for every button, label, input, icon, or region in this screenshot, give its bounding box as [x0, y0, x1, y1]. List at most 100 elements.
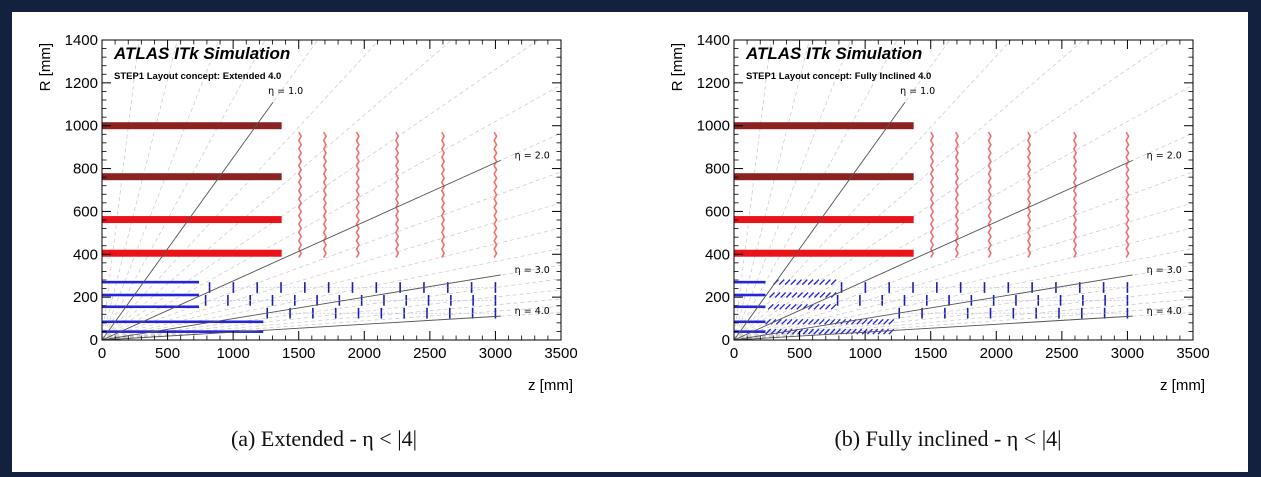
pixel-inclined-module [797, 328, 804, 335]
eta-guide-line [734, 40, 1171, 340]
y-tick-label: 600 [705, 203, 730, 220]
pixel-inclined-module [786, 328, 793, 335]
eta-label: η = 4.0 [1147, 306, 1182, 317]
strip-endcap-disk [954, 131, 960, 258]
pixel-inclined-module [774, 292, 781, 298]
caption-extended: (a) Extended - η < |4| [230, 426, 418, 451]
strip-barrel-layer [734, 249, 914, 257]
x-tick-label: 500 [155, 345, 180, 362]
strip-endcap-disk [493, 131, 498, 258]
eta-line [733, 274, 1133, 341]
strip-endcap-disk [322, 131, 328, 258]
eta-label: η = 4.0 [515, 306, 550, 317]
strip-barrel-layer [102, 122, 282, 130]
pixel-inclined-module [829, 318, 836, 325]
pixel-inclined-module [883, 318, 889, 325]
pixel-inclined-module [850, 328, 857, 335]
x-tick-label: 2500 [413, 345, 446, 362]
axis-ticks [101, 39, 562, 341]
y-tick-label: 1200 [697, 75, 730, 92]
pixel-inclined-module [786, 318, 793, 325]
x-tick-label: 0 [98, 345, 106, 362]
pixel-inclined-module [813, 292, 820, 298]
pixel-inclined-module [829, 328, 836, 335]
pixel-inclined-module [861, 328, 868, 335]
x-tick-label: 1500 [914, 345, 947, 362]
pixel-inclined-module [861, 318, 868, 325]
eta-label: η = 2.0 [1147, 150, 1182, 161]
eta-line [733, 159, 1133, 341]
eta-guide-line [734, 202, 1193, 340]
pixel-inclined-module [866, 318, 873, 325]
pixel-inclined-module [813, 318, 820, 325]
pixel-inclined-module [808, 318, 814, 325]
x-axis-label: z [mm] [528, 377, 573, 394]
x-axis-label: z [mm] [1160, 377, 1205, 394]
pixel-barrel-layer [102, 320, 264, 324]
x-tick-label: 0 [730, 345, 738, 362]
pixel-inclined-module [824, 279, 831, 286]
x-tick-label: 500 [787, 345, 812, 362]
y-tick-label: 800 [73, 161, 98, 178]
pixel-inclined-module [797, 318, 804, 325]
x-tick-label: 2000 [980, 345, 1013, 362]
pixel-inclined-module [856, 318, 863, 325]
pixel-inclined-module [819, 279, 826, 286]
eta-guide-line [102, 278, 561, 340]
y-tick-label: 800 [705, 161, 730, 178]
plot-title: ATLAS ITk Simulation [745, 44, 922, 63]
pixel-inclined-module [801, 279, 808, 286]
pixel-barrel-layer [102, 305, 200, 309]
pixel-inclined-module [819, 292, 826, 298]
eta-guide-line [734, 248, 1193, 340]
y-axis-label: R [mm] [669, 43, 686, 91]
pixel-inclined-module [791, 292, 798, 298]
pixel-inclined-module [856, 328, 863, 335]
pixel-inclined-module [883, 328, 889, 335]
eta-line [101, 159, 501, 341]
pixel-inclined-module [769, 292, 775, 298]
pixel-inclined-module [781, 318, 788, 325]
pixel-barrel-layer [734, 305, 766, 309]
y-tick-label: 0 [90, 332, 98, 349]
pixel-barrel-layer [734, 280, 766, 284]
plot-frame [101, 39, 562, 341]
eta-guide-line [102, 40, 266, 340]
eta-lines [733, 101, 1133, 341]
figure-panel: η = 1.0 η = 2.0 η = 3.0 η = 4.0 0 500 1000 1500… [12, 12, 1248, 472]
eta-guide-line [102, 84, 561, 340]
pixel-inclined-module [765, 328, 772, 335]
strip-endcap-disk [297, 131, 303, 258]
pixel-barrel-layer [102, 293, 200, 297]
pixel-inclined-module [813, 328, 820, 335]
pixel-inclined-module [845, 318, 852, 325]
y-tick-label: 1400 [697, 32, 730, 49]
eta-label: η = 2.0 [515, 150, 550, 161]
pixel-inclined-module [802, 328, 809, 335]
strip-endcap-disk [440, 131, 446, 258]
eta-guide-line [102, 248, 561, 340]
pixel-inclined-module [779, 303, 786, 310]
pixel-inclined-module [775, 318, 782, 325]
pixel-inclined-module [784, 303, 791, 310]
strip-barrel-layer [102, 173, 282, 181]
y-tick-label: 0 [722, 332, 730, 349]
pixel-inclined-module [819, 303, 826, 310]
pixel-barrel-layer [734, 320, 766, 324]
strip-barrel-layer [102, 249, 282, 257]
pixel-inclined-module [813, 279, 820, 286]
x-tick-label: 1000 [216, 345, 249, 362]
caption-fully-inclined: (b) Fully inclined - η < |4| [834, 426, 1062, 451]
axis-ticks [733, 39, 1194, 341]
pixel-inclined-module [825, 292, 832, 298]
eta-line [101, 101, 274, 341]
eta-lines [101, 101, 501, 341]
pixel-inclined-module [791, 318, 798, 325]
eta-guide-line [102, 202, 561, 340]
y-tick-label: 400 [73, 246, 98, 263]
strip-endcap-disk [1072, 131, 1078, 258]
pixel-inclined-module [877, 318, 884, 325]
x-tick-label: 2500 [1045, 345, 1078, 362]
plot-title: ATLAS ITk Simulation [113, 44, 290, 63]
eta-line [101, 274, 501, 341]
